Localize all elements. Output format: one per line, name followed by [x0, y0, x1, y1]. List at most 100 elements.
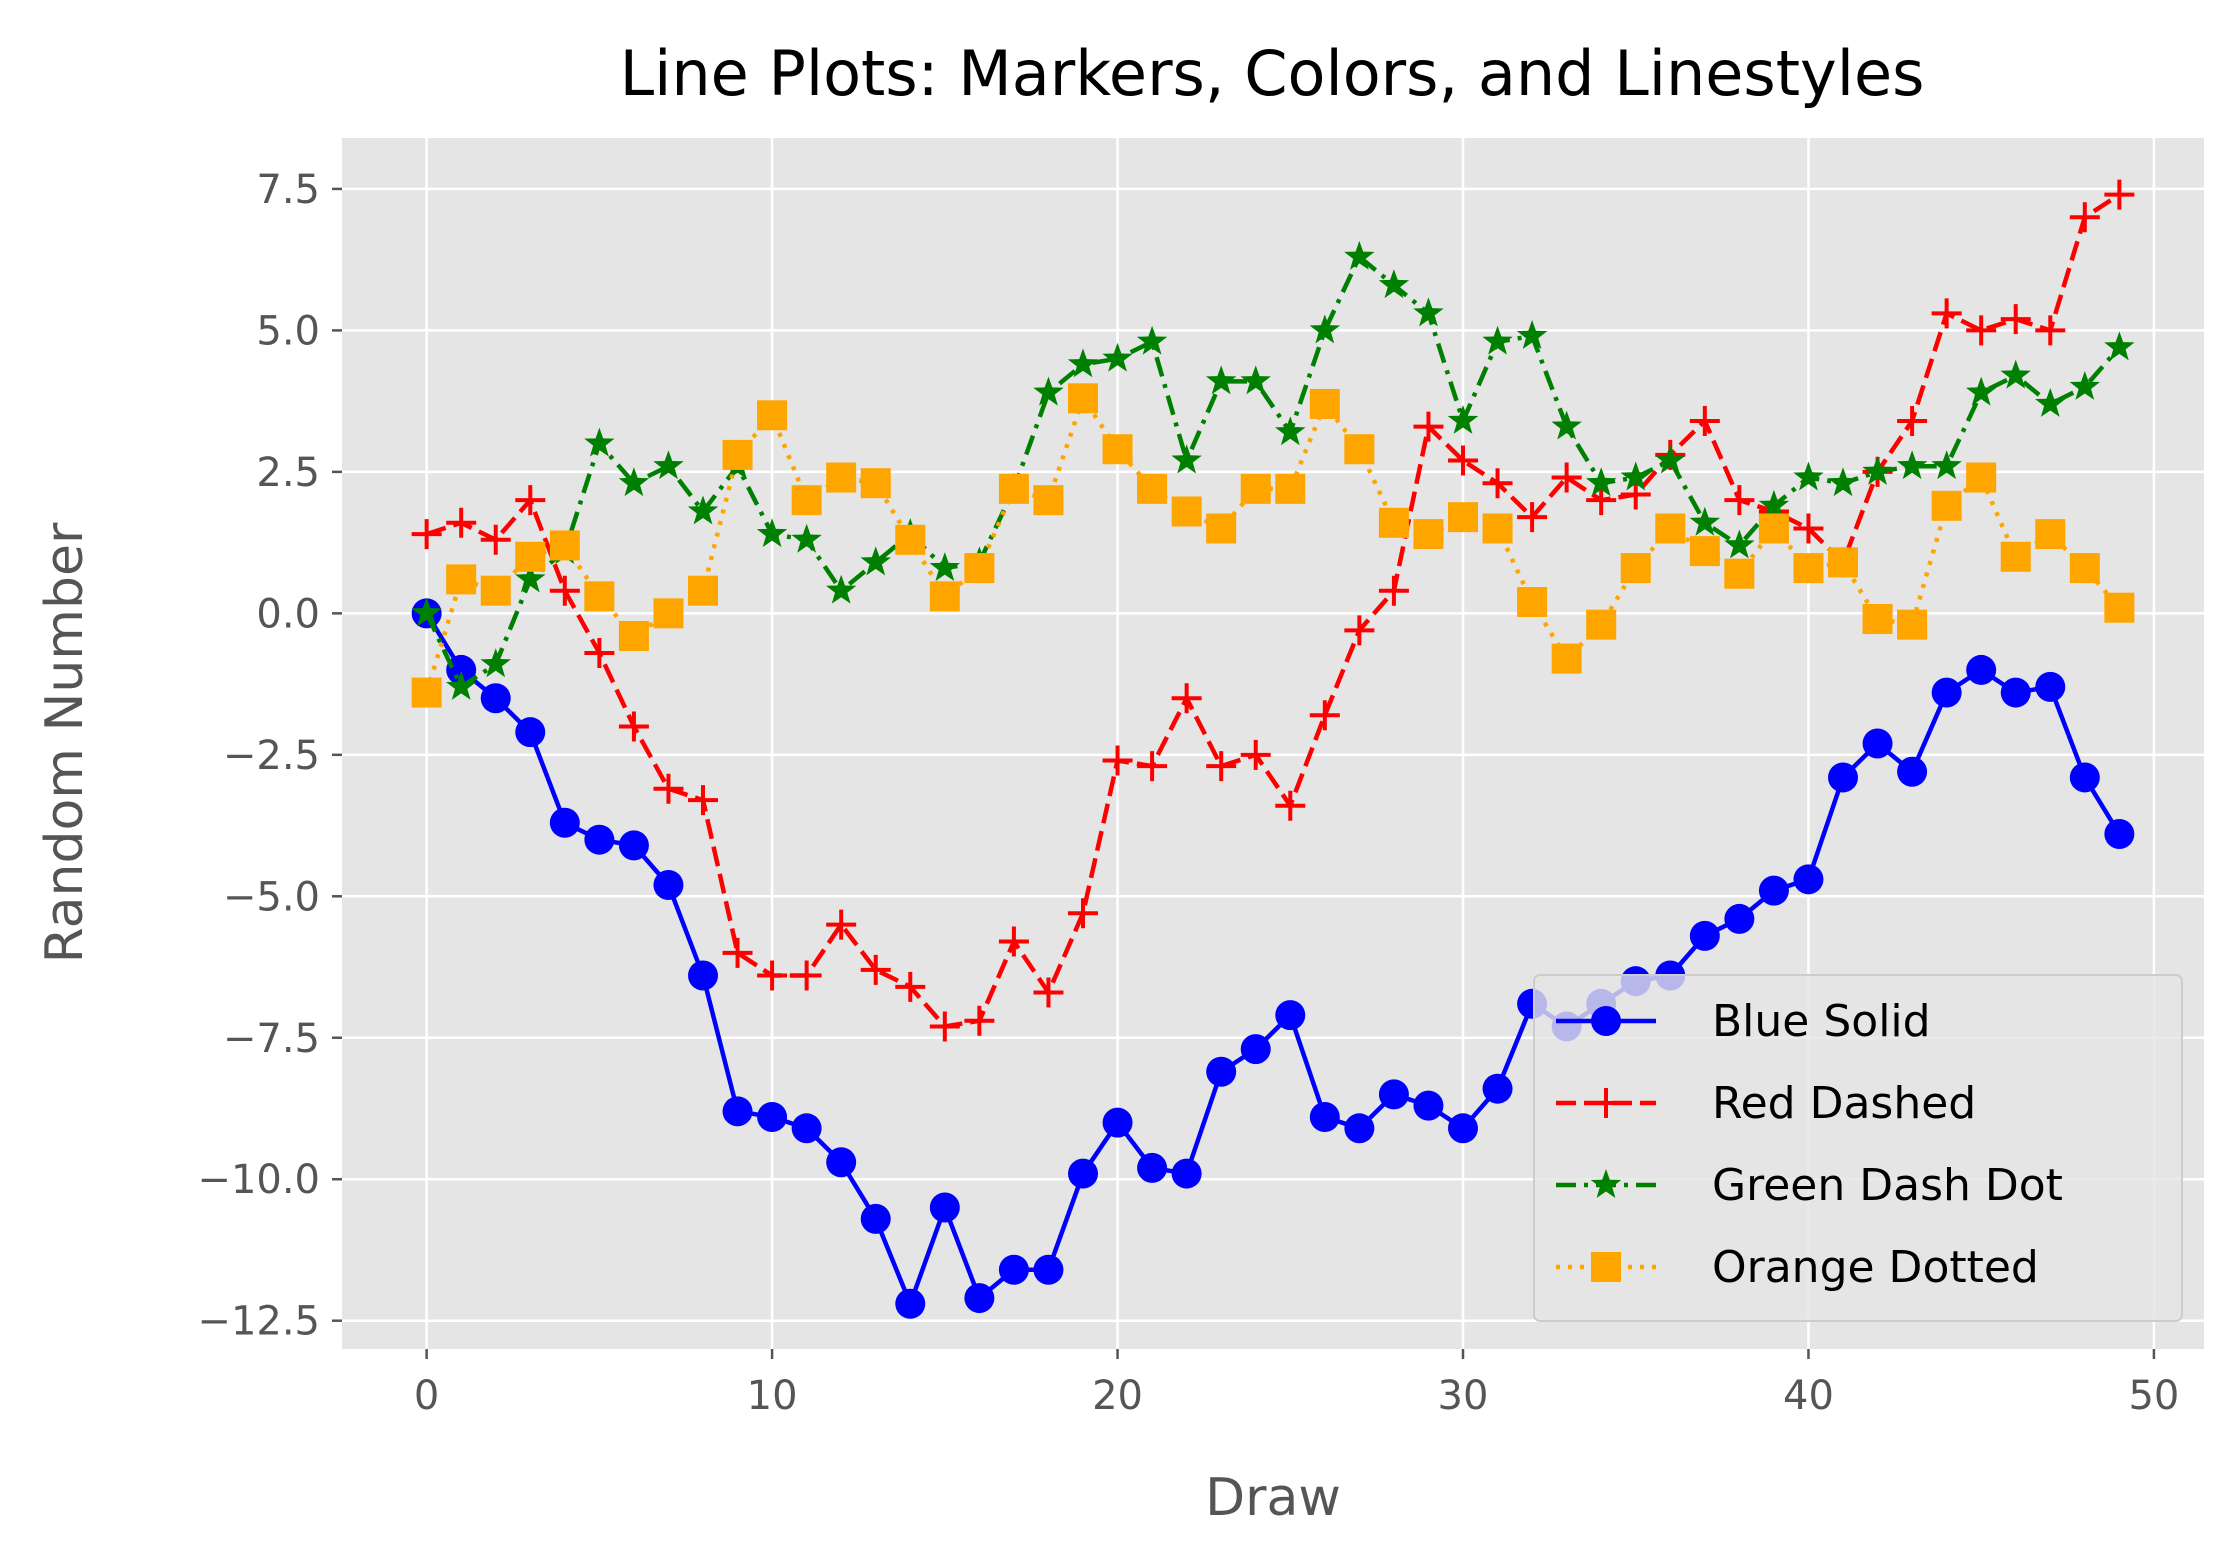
legend-marker [1591, 1252, 1621, 1282]
data-point [1828, 547, 1858, 578]
data-point [2000, 304, 2031, 335]
data-point [1965, 376, 1997, 406]
legend-marker [1591, 1006, 1621, 1036]
data-point [1309, 314, 1341, 344]
data-point [446, 654, 477, 685]
data-point [1448, 502, 1478, 533]
data-point [998, 926, 1029, 957]
data-point [2035, 519, 2066, 550]
legend-label: Red Dashed [1712, 1078, 1976, 1129]
data-point [1620, 479, 1651, 510]
y-tick-label: 0.0 [256, 591, 320, 637]
data-point [1067, 348, 1099, 378]
data-point [860, 1203, 891, 1234]
legend-label: Blue Solid [1712, 996, 1931, 1047]
data-point [1448, 1113, 1478, 1144]
series-blue-solid [411, 598, 2135, 1319]
data-point [1378, 575, 1409, 606]
data-point [929, 1011, 960, 1042]
x-tick-label: 10 [747, 1373, 798, 1419]
data-point [1344, 615, 1375, 646]
data-point [1206, 751, 1237, 782]
y-tick-label: −12.5 [197, 1299, 320, 1345]
data-point [1931, 677, 1962, 708]
y-tick-label: −7.5 [223, 1016, 320, 1062]
data-point [1033, 1254, 1064, 1285]
data-point [618, 620, 649, 651]
data-point [1344, 434, 1375, 465]
data-point [1068, 898, 1098, 929]
data-point [722, 937, 753, 968]
data-point [1931, 490, 1962, 521]
data-point [1689, 920, 1720, 951]
data-point [1724, 558, 1755, 589]
data-point [2069, 553, 2100, 584]
y-tick-label: 7.5 [256, 167, 320, 213]
data-point [1482, 468, 1513, 499]
data-point [1102, 434, 1133, 465]
data-point [1620, 461, 1651, 491]
data-point [446, 507, 477, 538]
data-point [1171, 496, 1202, 527]
legend-item: Green Dash Dot [1556, 1160, 2063, 1211]
y-tick-label: −10.0 [197, 1157, 320, 1203]
series-orange-dotted [411, 383, 2135, 708]
data-point [653, 450, 684, 480]
data-point [480, 648, 511, 678]
data-point [860, 546, 891, 576]
data-point [895, 524, 926, 555]
data-point [446, 564, 477, 595]
data-point [1724, 903, 1755, 934]
legend-box [1533, 974, 2183, 1322]
data-point [1724, 529, 1755, 559]
data-point [1240, 739, 1271, 770]
data-point [1068, 383, 1098, 414]
data-point [1378, 507, 1409, 538]
data-point [1447, 404, 1479, 434]
data-point [1206, 513, 1237, 544]
x-tick-label: 50 [2128, 1373, 2179, 1419]
data-point [1137, 473, 1168, 504]
series-line [424, 396, 2122, 694]
data-point [1275, 473, 1306, 504]
data-point [2069, 370, 2101, 400]
data-point [1068, 1158, 1098, 1189]
data-point [1378, 269, 1410, 299]
data-point [1205, 365, 1237, 395]
data-point [757, 960, 788, 991]
data-point [1828, 762, 1858, 793]
data-point [411, 519, 442, 550]
data-point [1585, 467, 1617, 497]
data-point [1482, 325, 1513, 355]
data-point [1966, 315, 1997, 346]
x-axis-label: Draw [1205, 1468, 1341, 1528]
data-point [1758, 875, 1789, 906]
data-point [1931, 450, 1962, 480]
x-tick-label: 20 [1092, 1373, 1143, 1419]
data-point [653, 598, 684, 629]
data-point [2104, 331, 2135, 361]
data-point [1309, 1101, 1340, 1132]
chart-title: Line Plots: Markers, Colors, and Linesty… [620, 37, 1925, 110]
data-point [791, 1113, 822, 1144]
data-point [1897, 756, 1928, 787]
data-point [1275, 416, 1306, 446]
data-point [722, 439, 753, 470]
data-point [1620, 553, 1651, 584]
y-tick-label: 2.5 [256, 450, 320, 496]
data-point [1827, 467, 1859, 497]
data-point [653, 869, 684, 900]
data-point [1033, 376, 1064, 406]
data-point [757, 400, 788, 431]
data-point [2000, 677, 2031, 708]
data-point [1171, 683, 1202, 714]
data-point [1344, 1113, 1375, 1144]
data-point [964, 553, 995, 584]
data-point [1793, 553, 1824, 584]
data-point [1586, 609, 1617, 640]
data-point [1758, 513, 1789, 544]
data-point [1102, 745, 1133, 776]
series-line [424, 612, 2122, 1306]
